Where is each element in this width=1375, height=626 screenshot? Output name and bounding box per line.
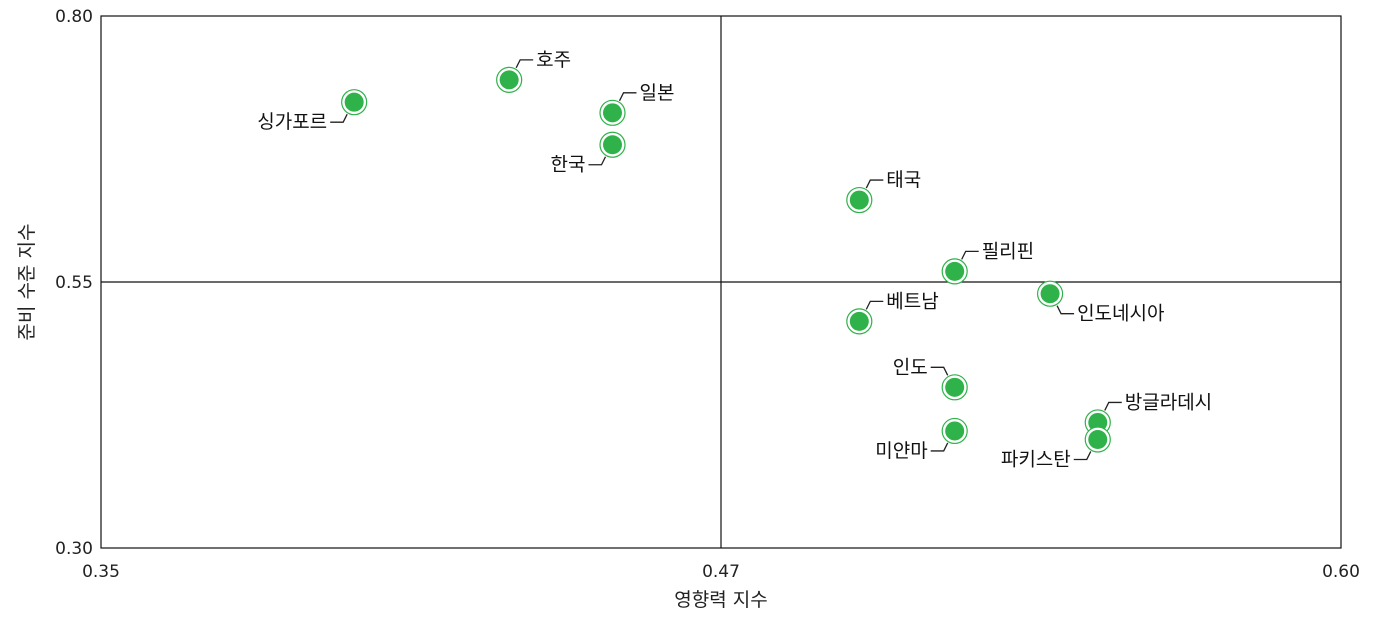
point-label: 방글라데시 xyxy=(1125,391,1212,413)
data-point: 싱가포르 xyxy=(257,89,368,133)
data-point: 인도 xyxy=(893,356,968,401)
y-axis-label: 준비 수준 지수 xyxy=(16,224,38,341)
point-marker xyxy=(945,261,965,281)
point-marker xyxy=(849,190,869,210)
point-label: 호주 xyxy=(536,49,571,71)
x-tick-label: 0.47 xyxy=(702,562,740,582)
point-marker xyxy=(603,103,622,123)
data-point: 일본 xyxy=(599,82,675,126)
point-label: 미얀마 xyxy=(875,440,927,462)
point-label: 한국 xyxy=(551,154,586,176)
point-marker xyxy=(499,70,519,90)
label-leader-line xyxy=(1073,451,1092,461)
point-marker xyxy=(1040,284,1060,304)
data-point: 인도네시아 xyxy=(1036,280,1164,325)
label-leader-line xyxy=(515,59,534,69)
label-leader-line xyxy=(1104,401,1122,411)
y-tick-label: 0.80 xyxy=(55,7,93,27)
point-label: 일본 xyxy=(640,82,675,104)
point-marker xyxy=(344,92,364,112)
data-point: 미얀마 xyxy=(875,417,968,462)
data-point: 필리핀 xyxy=(941,240,1034,285)
label-leader-line xyxy=(330,113,348,123)
y-tick-label: 0.30 xyxy=(55,539,93,559)
point-label: 태국 xyxy=(886,169,921,191)
x-tick-label: 0.35 xyxy=(82,562,120,582)
label-leader-line xyxy=(961,250,979,260)
data-point: 한국 xyxy=(551,131,626,176)
label-leader-line xyxy=(588,156,607,166)
label-leader-line xyxy=(930,442,949,452)
data-point: 태국 xyxy=(846,169,921,214)
x-tick-label: 0.60 xyxy=(1322,562,1360,582)
point-label: 베트남 xyxy=(886,290,938,312)
point-marker xyxy=(603,135,622,155)
x-axis-label: 영향력 지수 xyxy=(674,589,767,611)
label-leader-line xyxy=(865,300,884,310)
label-leader-line xyxy=(930,366,949,376)
label-leader-line xyxy=(618,92,637,102)
data-point: 파키스탄 xyxy=(1001,426,1111,470)
point-marker xyxy=(945,421,965,441)
point-marker xyxy=(1088,412,1108,432)
point-label: 인도 xyxy=(893,356,928,378)
point-label: 필리핀 xyxy=(982,240,1034,262)
y-tick-label: 0.55 xyxy=(55,273,93,293)
point-marker xyxy=(1088,429,1108,449)
point-label: 인도네시아 xyxy=(1077,303,1164,325)
label-leader-line xyxy=(1056,305,1075,315)
point-marker xyxy=(849,311,869,331)
label-leader-line xyxy=(865,179,884,189)
data-point: 호주 xyxy=(496,49,571,93)
point-label: 파키스탄 xyxy=(1001,448,1071,470)
data-point: 베트남 xyxy=(846,290,939,335)
point-label: 싱가포르 xyxy=(257,111,327,133)
point-marker xyxy=(945,377,965,397)
